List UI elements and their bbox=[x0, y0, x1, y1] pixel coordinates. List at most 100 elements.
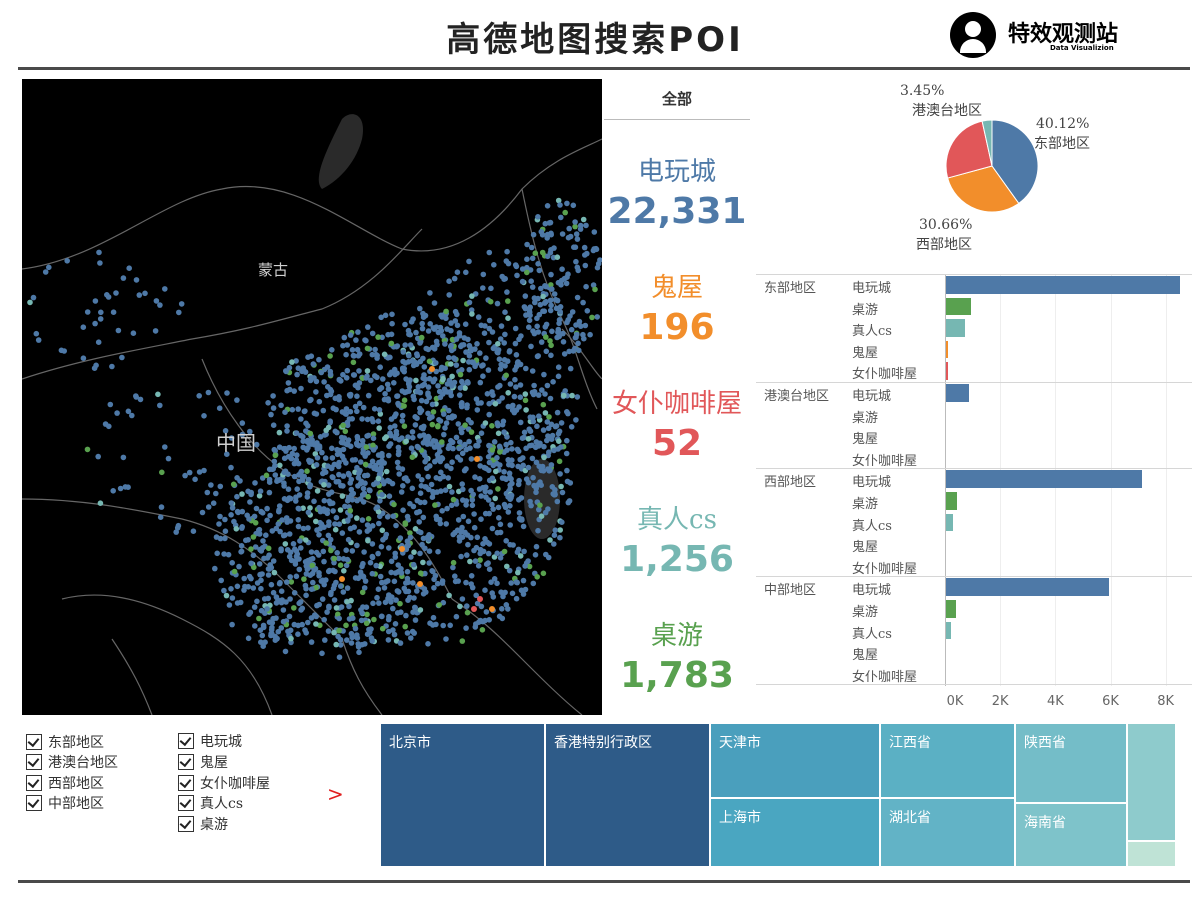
bar[interactable] bbox=[946, 297, 971, 316]
map-point bbox=[238, 549, 244, 555]
map-point bbox=[429, 421, 436, 428]
map-point bbox=[540, 308, 546, 314]
map-point bbox=[266, 479, 273, 486]
map-point bbox=[303, 592, 309, 599]
bar[interactable] bbox=[946, 621, 951, 640]
treemap-cell[interactable]: 香港特别行政区 bbox=[545, 723, 710, 867]
filter-category-board-game[interactable]: 桌游 bbox=[178, 814, 228, 834]
map-point bbox=[468, 429, 475, 435]
treemap-label: 海南省 bbox=[1024, 815, 1066, 831]
map-point bbox=[328, 547, 334, 554]
treemap-cell[interactable]: 江西省 bbox=[880, 723, 1015, 798]
map-point bbox=[499, 606, 505, 612]
filter-category-arcade[interactable]: 电玩城 bbox=[178, 731, 242, 751]
pie-slice[interactable] bbox=[991, 119, 1039, 205]
kpi-label-live-cs: 真人cs bbox=[637, 505, 717, 535]
map-point bbox=[311, 498, 317, 505]
map-point bbox=[567, 365, 574, 372]
map-point bbox=[295, 365, 302, 372]
map-point bbox=[359, 416, 365, 422]
bar[interactable] bbox=[946, 470, 1142, 488]
map-point bbox=[352, 382, 359, 389]
map-point bbox=[500, 593, 506, 600]
map-point bbox=[378, 543, 385, 550]
bar-category-label: 电玩城 bbox=[852, 583, 892, 599]
treemap-cell[interactable] bbox=[1127, 723, 1176, 841]
map-point bbox=[366, 487, 373, 493]
map-point bbox=[410, 316, 416, 322]
map-point bbox=[495, 504, 502, 511]
bar[interactable] bbox=[946, 513, 954, 532]
map-canvas[interactable] bbox=[22, 79, 602, 715]
treemap-cell[interactable]: 湖北省 bbox=[880, 798, 1015, 867]
map-point bbox=[345, 536, 352, 543]
checkbox-checked-icon[interactable] bbox=[178, 816, 194, 832]
treemap-cell[interactable] bbox=[1127, 841, 1176, 867]
bar[interactable] bbox=[946, 319, 966, 337]
bar[interactable] bbox=[946, 578, 1109, 596]
treemap-label: 上海市 bbox=[719, 810, 761, 826]
checkbox-checked-icon[interactable] bbox=[26, 775, 42, 791]
map-point bbox=[369, 351, 376, 358]
checkbox-checked-icon[interactable] bbox=[178, 775, 194, 791]
checkbox-checked-icon[interactable] bbox=[178, 754, 194, 770]
map-point bbox=[349, 548, 356, 554]
map-point bbox=[544, 253, 551, 260]
map-point bbox=[382, 312, 389, 319]
bar[interactable] bbox=[946, 600, 956, 618]
treemap-cell[interactable]: 天津市 bbox=[710, 723, 880, 798]
pie-slice[interactable] bbox=[946, 165, 1020, 213]
map-point bbox=[157, 302, 163, 308]
map-point bbox=[309, 562, 316, 569]
treemap-cell[interactable]: 上海市 bbox=[710, 798, 880, 867]
filter-region-hmt[interactable]: 港澳台地区 bbox=[26, 752, 118, 772]
treemap-cell[interactable]: 北京市 bbox=[380, 723, 545, 867]
map-point bbox=[530, 418, 537, 425]
treemap-cell[interactable]: 海南省 bbox=[1015, 803, 1127, 867]
map-point bbox=[541, 443, 547, 450]
map-point bbox=[466, 342, 473, 349]
map-point bbox=[450, 445, 456, 452]
filter-region-east[interactable]: 东部地区 bbox=[26, 732, 104, 752]
filter-category-live-cs[interactable]: 真人cs bbox=[178, 793, 243, 813]
checkbox-checked-icon[interactable] bbox=[26, 734, 42, 750]
map-point bbox=[483, 609, 490, 615]
map-point bbox=[402, 321, 408, 328]
bar[interactable] bbox=[946, 362, 948, 380]
map-point bbox=[376, 425, 383, 431]
filter-category-haunted-house[interactable]: 鬼屋 bbox=[178, 752, 228, 772]
bar[interactable] bbox=[946, 340, 949, 359]
map-point bbox=[439, 578, 446, 584]
map-point bbox=[478, 603, 485, 610]
checkbox-checked-icon[interactable] bbox=[26, 795, 42, 811]
map-point bbox=[590, 282, 597, 288]
map-point bbox=[462, 385, 468, 391]
pie-slice[interactable] bbox=[945, 120, 993, 179]
filter-region-central[interactable]: 中部地区 bbox=[26, 793, 104, 813]
poi-map[interactable]: 蒙古 中国 bbox=[22, 79, 602, 715]
bar[interactable] bbox=[946, 384, 969, 402]
checkbox-checked-icon[interactable] bbox=[178, 795, 194, 811]
treemap-cell[interactable]: 陕西省 bbox=[1015, 723, 1127, 803]
map-point bbox=[316, 570, 322, 576]
checkbox-checked-icon[interactable] bbox=[26, 754, 42, 770]
bar[interactable] bbox=[946, 276, 1181, 294]
map-point bbox=[359, 589, 366, 596]
bar[interactable] bbox=[946, 492, 958, 510]
map-point bbox=[551, 532, 558, 538]
map-point bbox=[433, 338, 440, 345]
map-point bbox=[331, 461, 338, 468]
filter-region-west[interactable]: 西部地区 bbox=[26, 773, 104, 793]
filter-category-maid-cafe[interactable]: 女仆咖啡屋 bbox=[178, 773, 270, 793]
map-point bbox=[501, 340, 508, 346]
map-point bbox=[317, 434, 324, 440]
map-point bbox=[133, 393, 139, 399]
pie-slice[interactable] bbox=[981, 119, 993, 167]
map-point bbox=[176, 309, 182, 316]
map-point bbox=[410, 561, 417, 568]
next-arrow-icon[interactable]: > bbox=[327, 782, 344, 806]
map-point bbox=[313, 613, 320, 620]
map-point bbox=[125, 484, 131, 491]
checkbox-checked-icon[interactable] bbox=[178, 733, 194, 749]
map-point bbox=[291, 473, 298, 480]
